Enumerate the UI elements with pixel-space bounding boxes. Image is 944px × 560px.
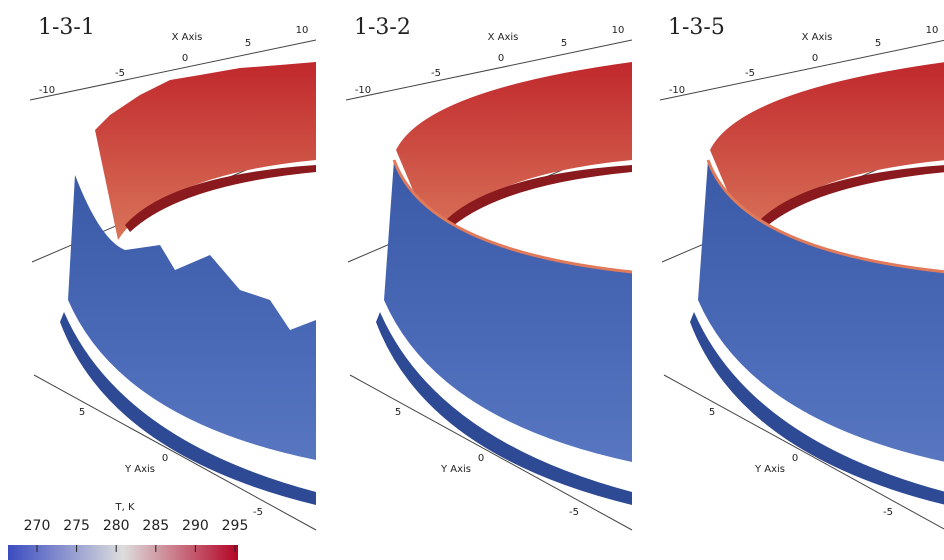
outer-wall — [384, 160, 632, 462]
panel: 1-3-1 X Axis -10 -5 0 5 10 Y Axis 5 0 -5 — [29, 15, 317, 531]
colorbar — [8, 545, 238, 560]
colorbar-tick-label: 285 — [142, 518, 169, 534]
panel: 1-3-2 X Axis -10 -5 0 5 10 Y Axis 5 0 -5 — [345, 15, 633, 531]
x-tick-label: 10 — [296, 25, 309, 36]
y-axis-label: Y Axis — [124, 464, 155, 475]
x-tick-label: -10 — [669, 85, 685, 96]
axis-line — [663, 374, 944, 530]
axis-line — [659, 39, 944, 101]
inner-ring — [755, 165, 944, 232]
x-tick-label: -10 — [39, 85, 55, 96]
y-tick-label: -5 — [569, 507, 579, 518]
y-tick-label: 0 — [478, 453, 484, 464]
panel: 1-3-5 X Axis -10 -5 0 5 10 Y Axis 5 0 -5 — [659, 15, 944, 530]
x-tick-label: -5 — [745, 68, 755, 79]
y-tick-label: -5 — [253, 507, 263, 518]
x-tick-label: -5 — [115, 68, 125, 79]
axis-line — [345, 39, 633, 101]
panel-label: 1-3-1 — [38, 15, 95, 40]
colorbar-tick-label: 270 — [24, 518, 51, 534]
rim — [392, 159, 633, 274]
colorbar-tick-label: 275 — [63, 518, 90, 534]
rim — [706, 159, 944, 274]
inner-wall — [95, 62, 316, 240]
x-tick-label: -5 — [431, 68, 441, 79]
y-tick-label: -5 — [883, 507, 893, 518]
x-axis-label: X Axis — [802, 32, 833, 43]
y-tick-label: 5 — [709, 407, 715, 418]
inner-ring — [441, 165, 632, 232]
y-tick-label: 0 — [792, 453, 798, 464]
inner-wall — [396, 62, 632, 240]
y-axis-label: Y Axis — [440, 464, 471, 475]
x-tick-label: 0 — [812, 53, 818, 64]
colorbar-title: T, K — [114, 502, 134, 513]
x-tick-label: 0 — [498, 53, 504, 64]
colorbar-tick-label: 280 — [103, 518, 130, 534]
axis-line — [349, 374, 633, 531]
axis-line — [29, 39, 317, 101]
x-tick-label: 5 — [875, 38, 881, 49]
panel-label: 1-3-2 — [354, 15, 411, 40]
y-axis-label: Y Axis — [754, 464, 785, 475]
y-tick-label: 5 — [395, 407, 401, 418]
bottom-ring — [690, 312, 944, 505]
outer-wall — [68, 175, 316, 460]
x-tick-label: 5 — [245, 38, 251, 49]
panel-label: 1-3-5 — [668, 15, 725, 40]
outer-wall — [698, 160, 944, 462]
x-tick-label: -10 — [355, 85, 371, 96]
inner-wall — [710, 62, 944, 240]
x-axis-label: X Axis — [172, 32, 203, 43]
x-axis-label: X Axis — [488, 32, 519, 43]
x-tick-label: 0 — [182, 53, 188, 64]
bottom-ring — [376, 312, 632, 505]
x-tick-label: 5 — [561, 38, 567, 49]
colorbar-tick-label: 295 — [222, 518, 249, 534]
colorbar-tick-label: 290 — [182, 518, 209, 534]
y-tick-label: 5 — [79, 407, 85, 418]
bottom-ring — [60, 312, 316, 505]
inner-ring — [125, 165, 316, 232]
axis-line — [33, 374, 317, 531]
x-tick-label: 10 — [926, 25, 939, 36]
y-tick-label: 0 — [162, 453, 168, 464]
x-tick-label: 10 — [612, 25, 625, 36]
